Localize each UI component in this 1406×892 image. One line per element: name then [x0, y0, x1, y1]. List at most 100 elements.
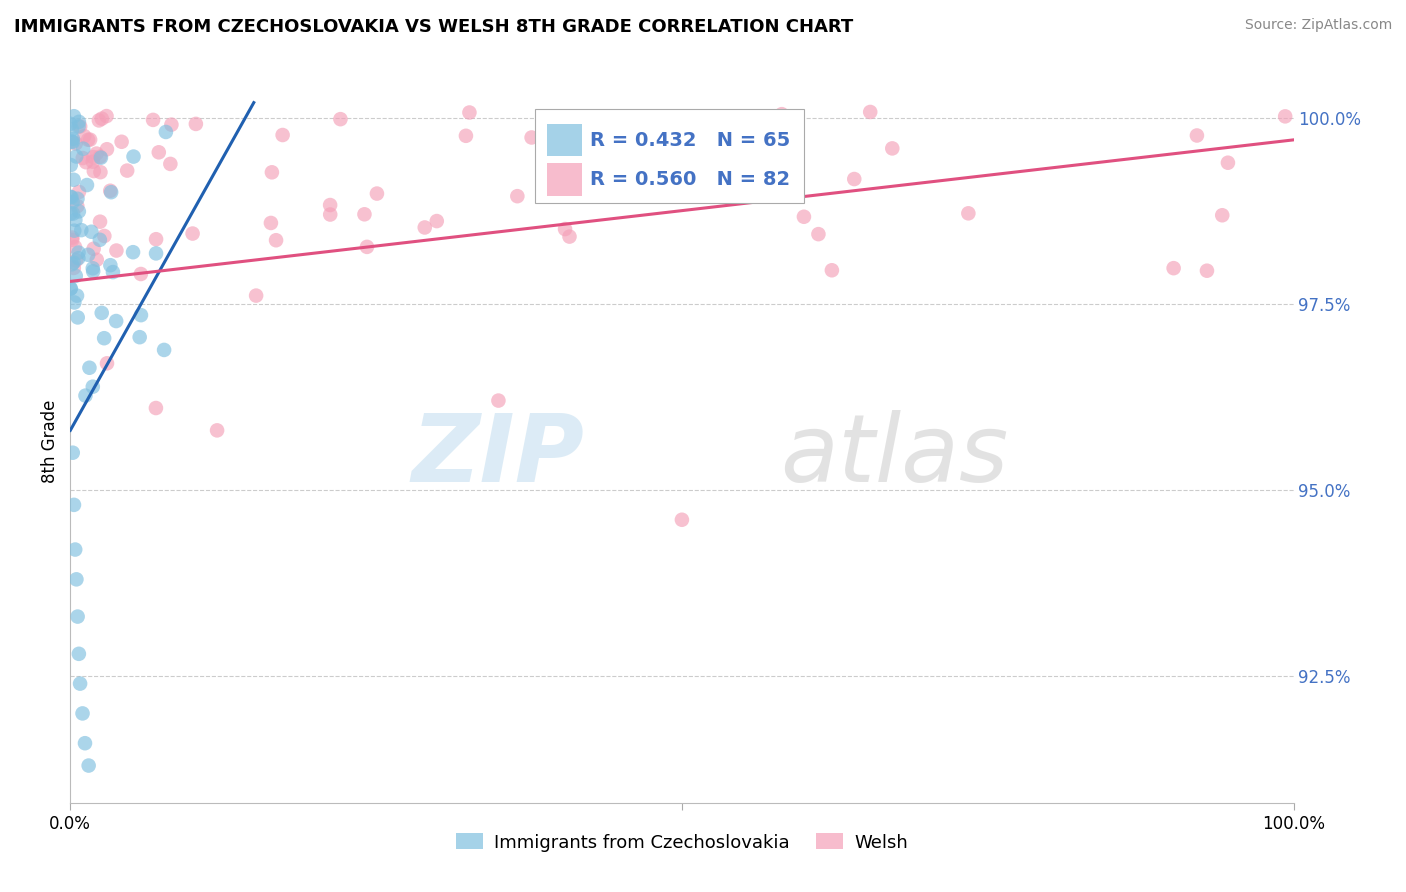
Point — [260, 165, 283, 179]
Point — [63, 498, 86, 512]
Point — [1216, 155, 1239, 169]
Point — [62, 255, 84, 269]
Point — [65, 136, 87, 151]
Point — [59, 206, 82, 220]
Text: atlas: atlas — [780, 410, 1008, 501]
Text: IMMIGRANTS FROM CZECHOSLOVAKIA VS WELSH 8TH GRADE CORRELATION CHART: IMMIGRANTS FROM CZECHOSLOVAKIA VS WELSH … — [14, 18, 853, 36]
Point — [1274, 109, 1296, 123]
Point — [356, 240, 378, 254]
Point — [142, 112, 165, 127]
Point — [671, 513, 693, 527]
Point — [89, 215, 111, 229]
Point — [60, 135, 83, 149]
Point — [63, 542, 86, 557]
Point — [588, 186, 610, 201]
Point — [1195, 263, 1218, 277]
Text: ZIP: ZIP — [411, 410, 583, 502]
Point — [520, 130, 543, 145]
Point — [72, 151, 94, 165]
Point — [1185, 128, 1208, 143]
Point — [366, 186, 388, 201]
Point — [62, 132, 84, 146]
Point — [60, 122, 83, 136]
Point — [770, 107, 793, 121]
Point — [319, 207, 342, 221]
Point — [957, 206, 980, 220]
Point — [59, 282, 82, 296]
Point — [69, 676, 91, 690]
Point — [122, 245, 145, 260]
Point — [62, 173, 84, 187]
Point — [82, 264, 104, 278]
Point — [69, 120, 91, 134]
FancyBboxPatch shape — [547, 124, 582, 156]
Point — [96, 142, 118, 156]
Point — [155, 125, 177, 139]
Point — [76, 178, 98, 192]
Point — [59, 117, 82, 131]
Text: Source: ZipAtlas.com: Source: ZipAtlas.com — [1244, 18, 1392, 32]
Point — [1163, 261, 1185, 276]
Point — [98, 184, 121, 198]
Point — [844, 172, 866, 186]
Point — [65, 213, 87, 227]
Point — [72, 142, 94, 156]
Point — [353, 207, 375, 221]
Point — [63, 295, 86, 310]
Point — [86, 146, 108, 161]
FancyBboxPatch shape — [536, 109, 804, 203]
Point — [122, 150, 145, 164]
Point — [77, 248, 100, 262]
Point — [72, 706, 94, 721]
Point — [159, 157, 181, 171]
Point — [426, 214, 449, 228]
Point — [83, 242, 105, 256]
Point — [66, 310, 89, 325]
Point — [87, 113, 110, 128]
Point — [65, 572, 87, 586]
Point — [271, 128, 294, 142]
Point — [60, 230, 83, 244]
Point — [110, 135, 132, 149]
Point — [59, 158, 82, 172]
Point — [77, 133, 100, 147]
FancyBboxPatch shape — [547, 163, 582, 196]
Point — [75, 389, 97, 403]
Point — [319, 198, 342, 212]
Point — [128, 330, 150, 344]
Point — [821, 263, 844, 277]
Point — [73, 129, 96, 144]
Point — [859, 105, 882, 120]
Point — [62, 260, 84, 275]
Point — [882, 141, 904, 155]
Point — [160, 118, 183, 132]
Point — [184, 117, 207, 131]
Point — [62, 206, 84, 220]
Point — [145, 246, 167, 260]
Point — [65, 149, 87, 163]
Point — [181, 227, 204, 241]
Point — [245, 288, 267, 302]
Point — [90, 306, 112, 320]
Point — [79, 133, 101, 147]
Point — [62, 446, 84, 460]
Point — [105, 244, 128, 258]
Text: R = 0.432   N = 65: R = 0.432 N = 65 — [591, 131, 790, 150]
Point — [153, 343, 176, 357]
Point — [82, 154, 104, 169]
Point — [89, 165, 111, 179]
Point — [793, 210, 815, 224]
Point — [458, 105, 481, 120]
Point — [80, 225, 103, 239]
Point — [582, 167, 605, 181]
Point — [77, 758, 100, 772]
Point — [67, 245, 90, 260]
Point — [807, 227, 830, 241]
Point — [205, 423, 228, 437]
Point — [67, 204, 90, 219]
Point — [105, 314, 128, 328]
Point — [65, 253, 87, 268]
Point — [66, 199, 89, 213]
Point — [60, 257, 83, 271]
Point — [79, 360, 101, 375]
